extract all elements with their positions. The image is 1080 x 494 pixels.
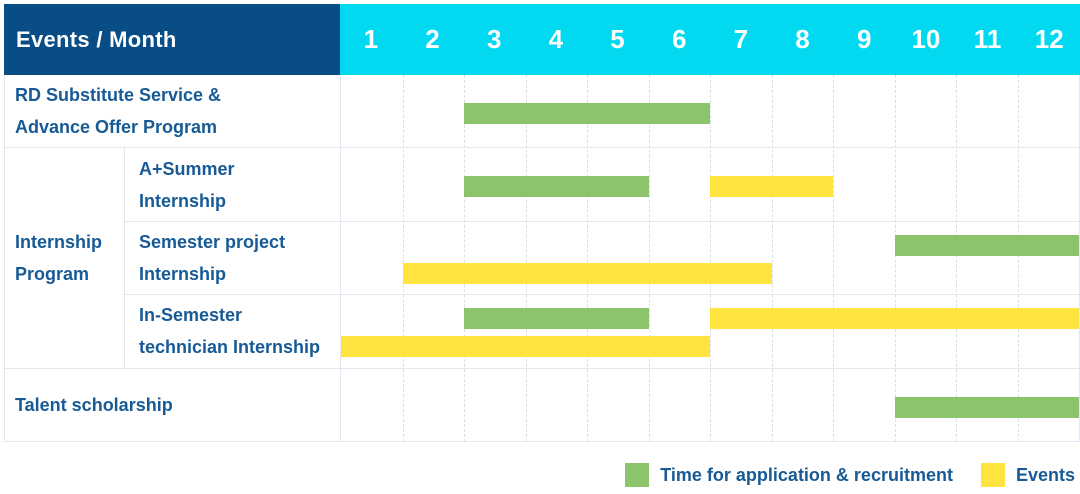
talent-scholarship-bar-recruitment [894, 396, 1079, 418]
legend-events-swatch [980, 463, 1005, 487]
timeline-in-semester-technician-internship [341, 295, 1079, 367]
timeline-semester-project-internship [341, 222, 1079, 294]
legend-item-recruitment: Time for application & recruitment [625, 463, 953, 487]
month-gridline [402, 75, 404, 442]
semester-project-internship-bar-recruitment [894, 234, 1079, 256]
timeline-rd-substitute-advance-offer [341, 75, 1079, 147]
row-label-semester-project-internship: Semester project Internship [125, 221, 341, 295]
month-gridline [648, 75, 650, 442]
row-label-in-semester-technician-internship: In-Semester technician Internship [125, 295, 341, 368]
month-gridline [833, 75, 834, 442]
timeline-talent-scholarship [341, 369, 1079, 441]
row-a-plus-summer-internship: A+Summer Internship [5, 148, 1079, 222]
month-gridline [894, 75, 896, 442]
month-cell-12: 12 [1034, 24, 1064, 54]
header-corner-cell: Events / Month [4, 4, 340, 75]
legend-events-label: Events [1015, 464, 1075, 485]
row-label-a-plus-summer-internship: A+Summer Internship [125, 148, 341, 221]
a-plus-summer-internship-bar-recruitment [464, 176, 649, 198]
month-cell-8: 8 [795, 24, 810, 54]
header-row: Events / Month 1 2 3 4 5 6 7 8 9 10 11 12 [4, 4, 1080, 75]
month-gridline [771, 75, 773, 442]
month-cell-3: 3 [486, 24, 502, 54]
a-plus-summer-internship-bar-event [710, 176, 833, 198]
row-in-semester-technician-internship: In-Semester technician Internship [5, 295, 1079, 369]
month-cell-11: 11 [973, 24, 1002, 54]
month-cell-9: 9 [856, 24, 872, 54]
semester-project-internship-bar-event [402, 262, 772, 284]
legend: Time for application & recruitment Event… [625, 463, 1075, 487]
row-semester-project-internship: Semester project Internship [5, 221, 1079, 296]
month-gridline [710, 75, 711, 442]
rd-substitute-advance-offer-bar-recruitment [464, 103, 710, 124]
row-label-rd-substitute-advance-offer: RD Substitute Service & Advance Offer Pr… [5, 75, 341, 148]
group-cell-internship-program: Internship Program [5, 148, 125, 368]
month-cell-1: 1 [363, 24, 379, 54]
row-label-talent-scholarship: Talent scholarship [5, 368, 341, 441]
in-semester-technician-internship-bar-event [341, 336, 710, 358]
month-cell-5: 5 [610, 24, 625, 54]
month-gridline [464, 75, 465, 442]
month-cell-2: 2 [425, 24, 440, 54]
month-gridline [1017, 75, 1019, 442]
month-gridlines [341, 75, 1079, 442]
month-gridline [525, 75, 527, 442]
row-rd-substitute-advance-offer: RD Substitute Service & Advance Offer Pr… [5, 75, 1079, 149]
legend-item-events: Events [980, 463, 1075, 487]
row-talent-scholarship: Talent scholarship [5, 368, 1079, 442]
month-cell-7: 7 [733, 24, 749, 54]
month-gridline [587, 75, 588, 442]
month-gridline [956, 75, 957, 442]
month-cell-10: 10 [911, 24, 941, 54]
legend-recruitment-label: Time for application & recruitment [660, 464, 953, 485]
gantt-body: RD Substitute Service & Advance Offer Pr… [4, 75, 1080, 442]
events-month-label: Events / Month [16, 26, 177, 52]
month-cell-6: 6 [671, 24, 687, 54]
legend-recruitment-swatch [625, 463, 650, 487]
timeline-a-plus-summer-internship [341, 148, 1079, 220]
month-header-row: 1 2 3 4 5 6 7 8 9 10 11 12 [340, 4, 1080, 75]
in-semester-technician-internship-bar-recruitment [464, 308, 649, 330]
month-cell-4: 4 [548, 24, 564, 54]
in-semester-technician-internship-bar-event [710, 308, 1079, 330]
